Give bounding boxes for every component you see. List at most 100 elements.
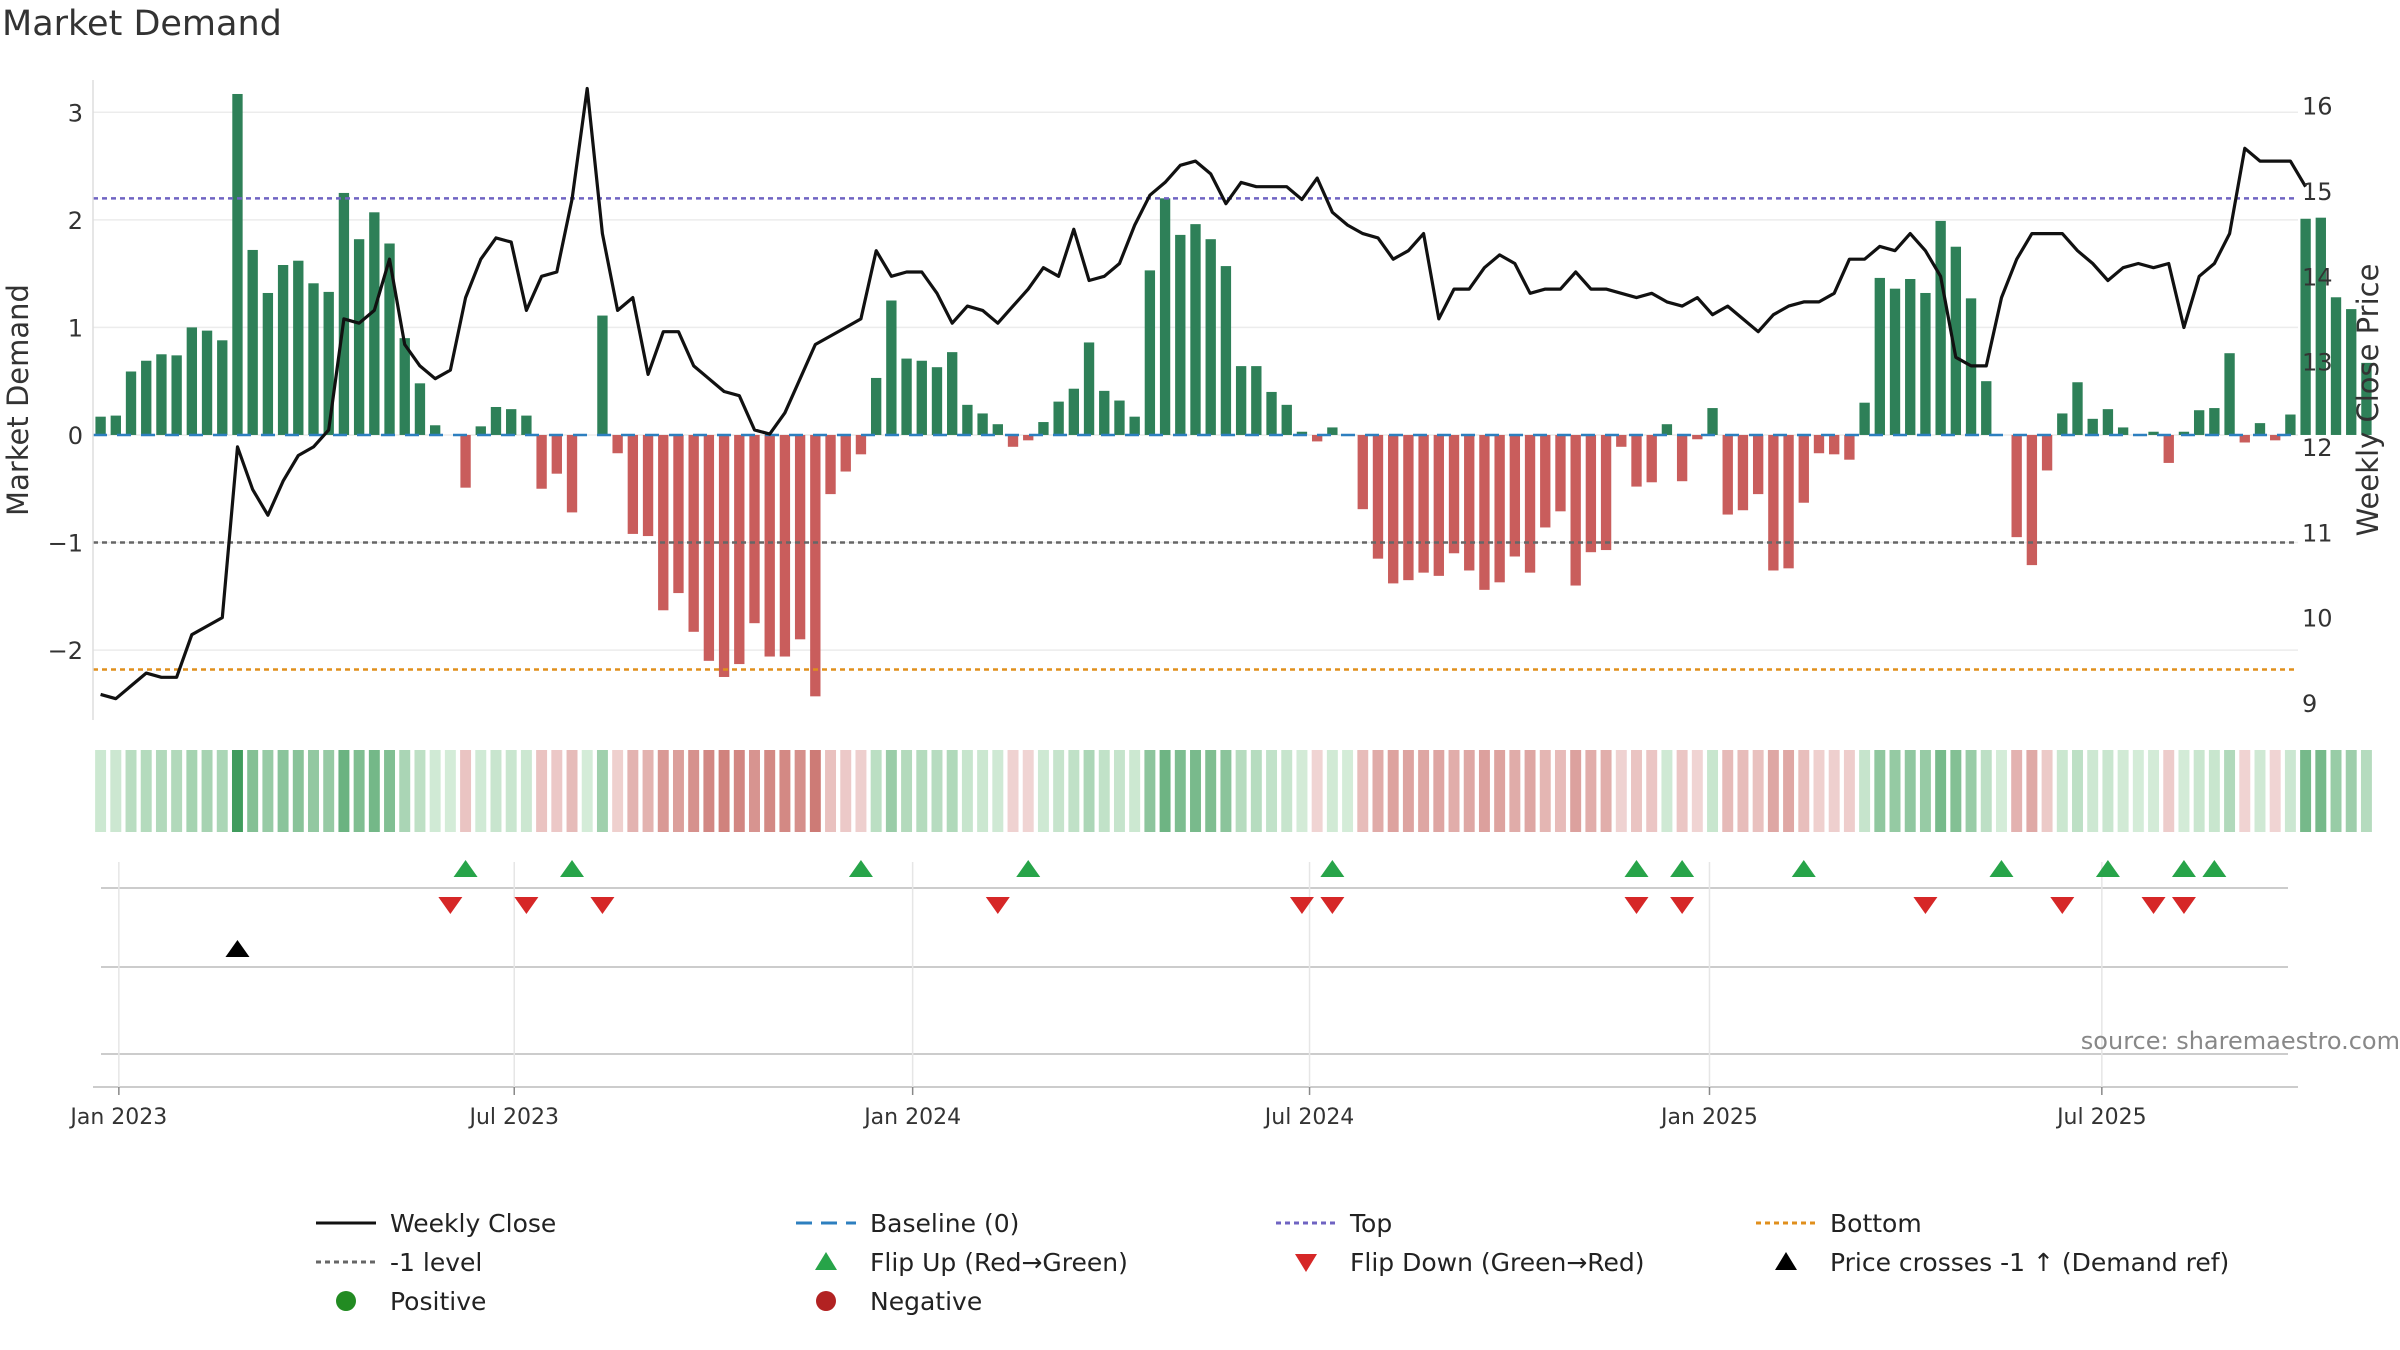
- positive-bar: [1327, 427, 1338, 435]
- positive-bar: [2361, 362, 2372, 435]
- negative-bar: [1433, 434, 1444, 576]
- positive-bar: [886, 300, 897, 435]
- heat-cell: [1570, 750, 1582, 832]
- negative-bar: [1418, 434, 1429, 573]
- negative-bar: [779, 434, 791, 657]
- positive-bar: [1950, 246, 1962, 435]
- positive-bar: [1129, 416, 1140, 435]
- negative-bar: [536, 434, 547, 489]
- heat-cell: [216, 750, 228, 832]
- positive-bar: [262, 292, 274, 435]
- negative-bar: [1631, 434, 1642, 487]
- positive-bar: [156, 354, 167, 435]
- x-tick-label: Jul 2025: [2055, 1105, 2147, 1130]
- positive-bar: [2102, 409, 2114, 435]
- positive-bar: [870, 377, 882, 435]
- heat-cell: [992, 750, 1004, 832]
- heat-cell: [627, 750, 639, 832]
- positive-bar: [1175, 234, 1186, 435]
- legend-item-flip-down: Flip Down (Green→Red): [1272, 1244, 1645, 1280]
- heat-cell: [1889, 750, 1901, 832]
- heat-cell: [1722, 750, 1734, 832]
- negative-bar: [1388, 434, 1399, 584]
- positive-bar: [125, 371, 137, 435]
- positive-bar: [1905, 278, 1916, 435]
- positive-bar: [1114, 400, 1125, 435]
- heat-cell: [1387, 750, 1399, 832]
- heat-cell: [1250, 750, 1262, 832]
- positive-bar: [506, 409, 517, 435]
- heat-cell: [1600, 750, 1612, 832]
- heat-cell: [1326, 750, 1338, 832]
- heat-cell: [1904, 750, 1916, 832]
- positive-bar: [2178, 431, 2190, 435]
- negative-bar: [1813, 434, 1825, 454]
- heat-cell: [1539, 750, 1551, 832]
- positive-bar: [414, 383, 426, 435]
- heat-cell: [1631, 750, 1642, 832]
- heat-cell: [475, 750, 487, 832]
- flip-up-marker: [1791, 860, 1816, 877]
- positive-bar: [1266, 391, 1277, 435]
- right-tick-label: 12: [2302, 434, 2333, 462]
- negative-bar: [1357, 434, 1368, 510]
- legend-label: Top: [1350, 1208, 1393, 1238]
- flip-up-marker: [1320, 860, 1345, 877]
- legend-item-top: Top: [1272, 1205, 1392, 1241]
- heat-cell: [2041, 750, 2053, 832]
- heat-cell: [977, 750, 989, 832]
- heat-cell: [840, 750, 852, 832]
- x-tick-label: Jul 2023: [467, 1105, 559, 1130]
- positive-bar: [353, 239, 365, 435]
- positive-bar: [186, 327, 198, 435]
- negative-bar: [1311, 434, 1323, 442]
- heat-cell: [961, 750, 973, 832]
- positive-bar: [962, 404, 973, 435]
- price-series: [100, 86, 2307, 701]
- heat-cell: [1113, 750, 1125, 832]
- heat-cell: [277, 750, 289, 832]
- positive-bar: [1190, 224, 1201, 435]
- negative-bar: [1585, 434, 1597, 553]
- heat-cell: [1402, 750, 1414, 832]
- flip-down-marker: [2141, 897, 2166, 914]
- negative-bar: [1676, 434, 1688, 482]
- heat-cell: [520, 750, 532, 832]
- negative-bar: [764, 434, 775, 657]
- solid-line-icon: [312, 1205, 382, 1241]
- positive-bar: [141, 360, 152, 435]
- heat-cell: [2072, 750, 2083, 832]
- negative-bar: [1798, 434, 1809, 503]
- positive-bar: [384, 243, 395, 435]
- heat-cell: [1296, 750, 1308, 832]
- heat-cell: [292, 750, 304, 832]
- circle-icon: [312, 1283, 382, 1319]
- dotted-line-icon: [312, 1244, 382, 1280]
- flip-up-marker: [2202, 860, 2227, 877]
- heat-cell: [764, 750, 776, 832]
- left-tick-label: 0: [68, 422, 83, 450]
- heat-cell: [2208, 750, 2220, 832]
- heat-cell: [155, 750, 167, 832]
- legend-label: Bottom: [1830, 1208, 1922, 1238]
- positive-bar: [171, 355, 182, 435]
- heat-cell: [353, 750, 365, 832]
- heat-cell: [2224, 750, 2236, 832]
- heat-strip: [95, 750, 2372, 832]
- heat-cell: [688, 750, 700, 832]
- legend-item-minus-one: -1 level: [312, 1244, 482, 1280]
- flip-up-marker: [2171, 860, 2196, 877]
- negative-bar: [1844, 434, 1855, 460]
- positive-bar: [201, 330, 213, 435]
- heat-cell: [429, 750, 441, 832]
- negative-bar: [2239, 434, 2250, 443]
- flip-down-marker: [985, 897, 1010, 914]
- heat-cell: [2102, 750, 2114, 832]
- heat-cell: [95, 750, 107, 832]
- heat-cell: [140, 750, 152, 832]
- negative-bar: [1737, 434, 1749, 511]
- negative-bar: [1600, 434, 1612, 551]
- negative-bar: [1616, 434, 1627, 447]
- heat-cell: [2026, 750, 2038, 832]
